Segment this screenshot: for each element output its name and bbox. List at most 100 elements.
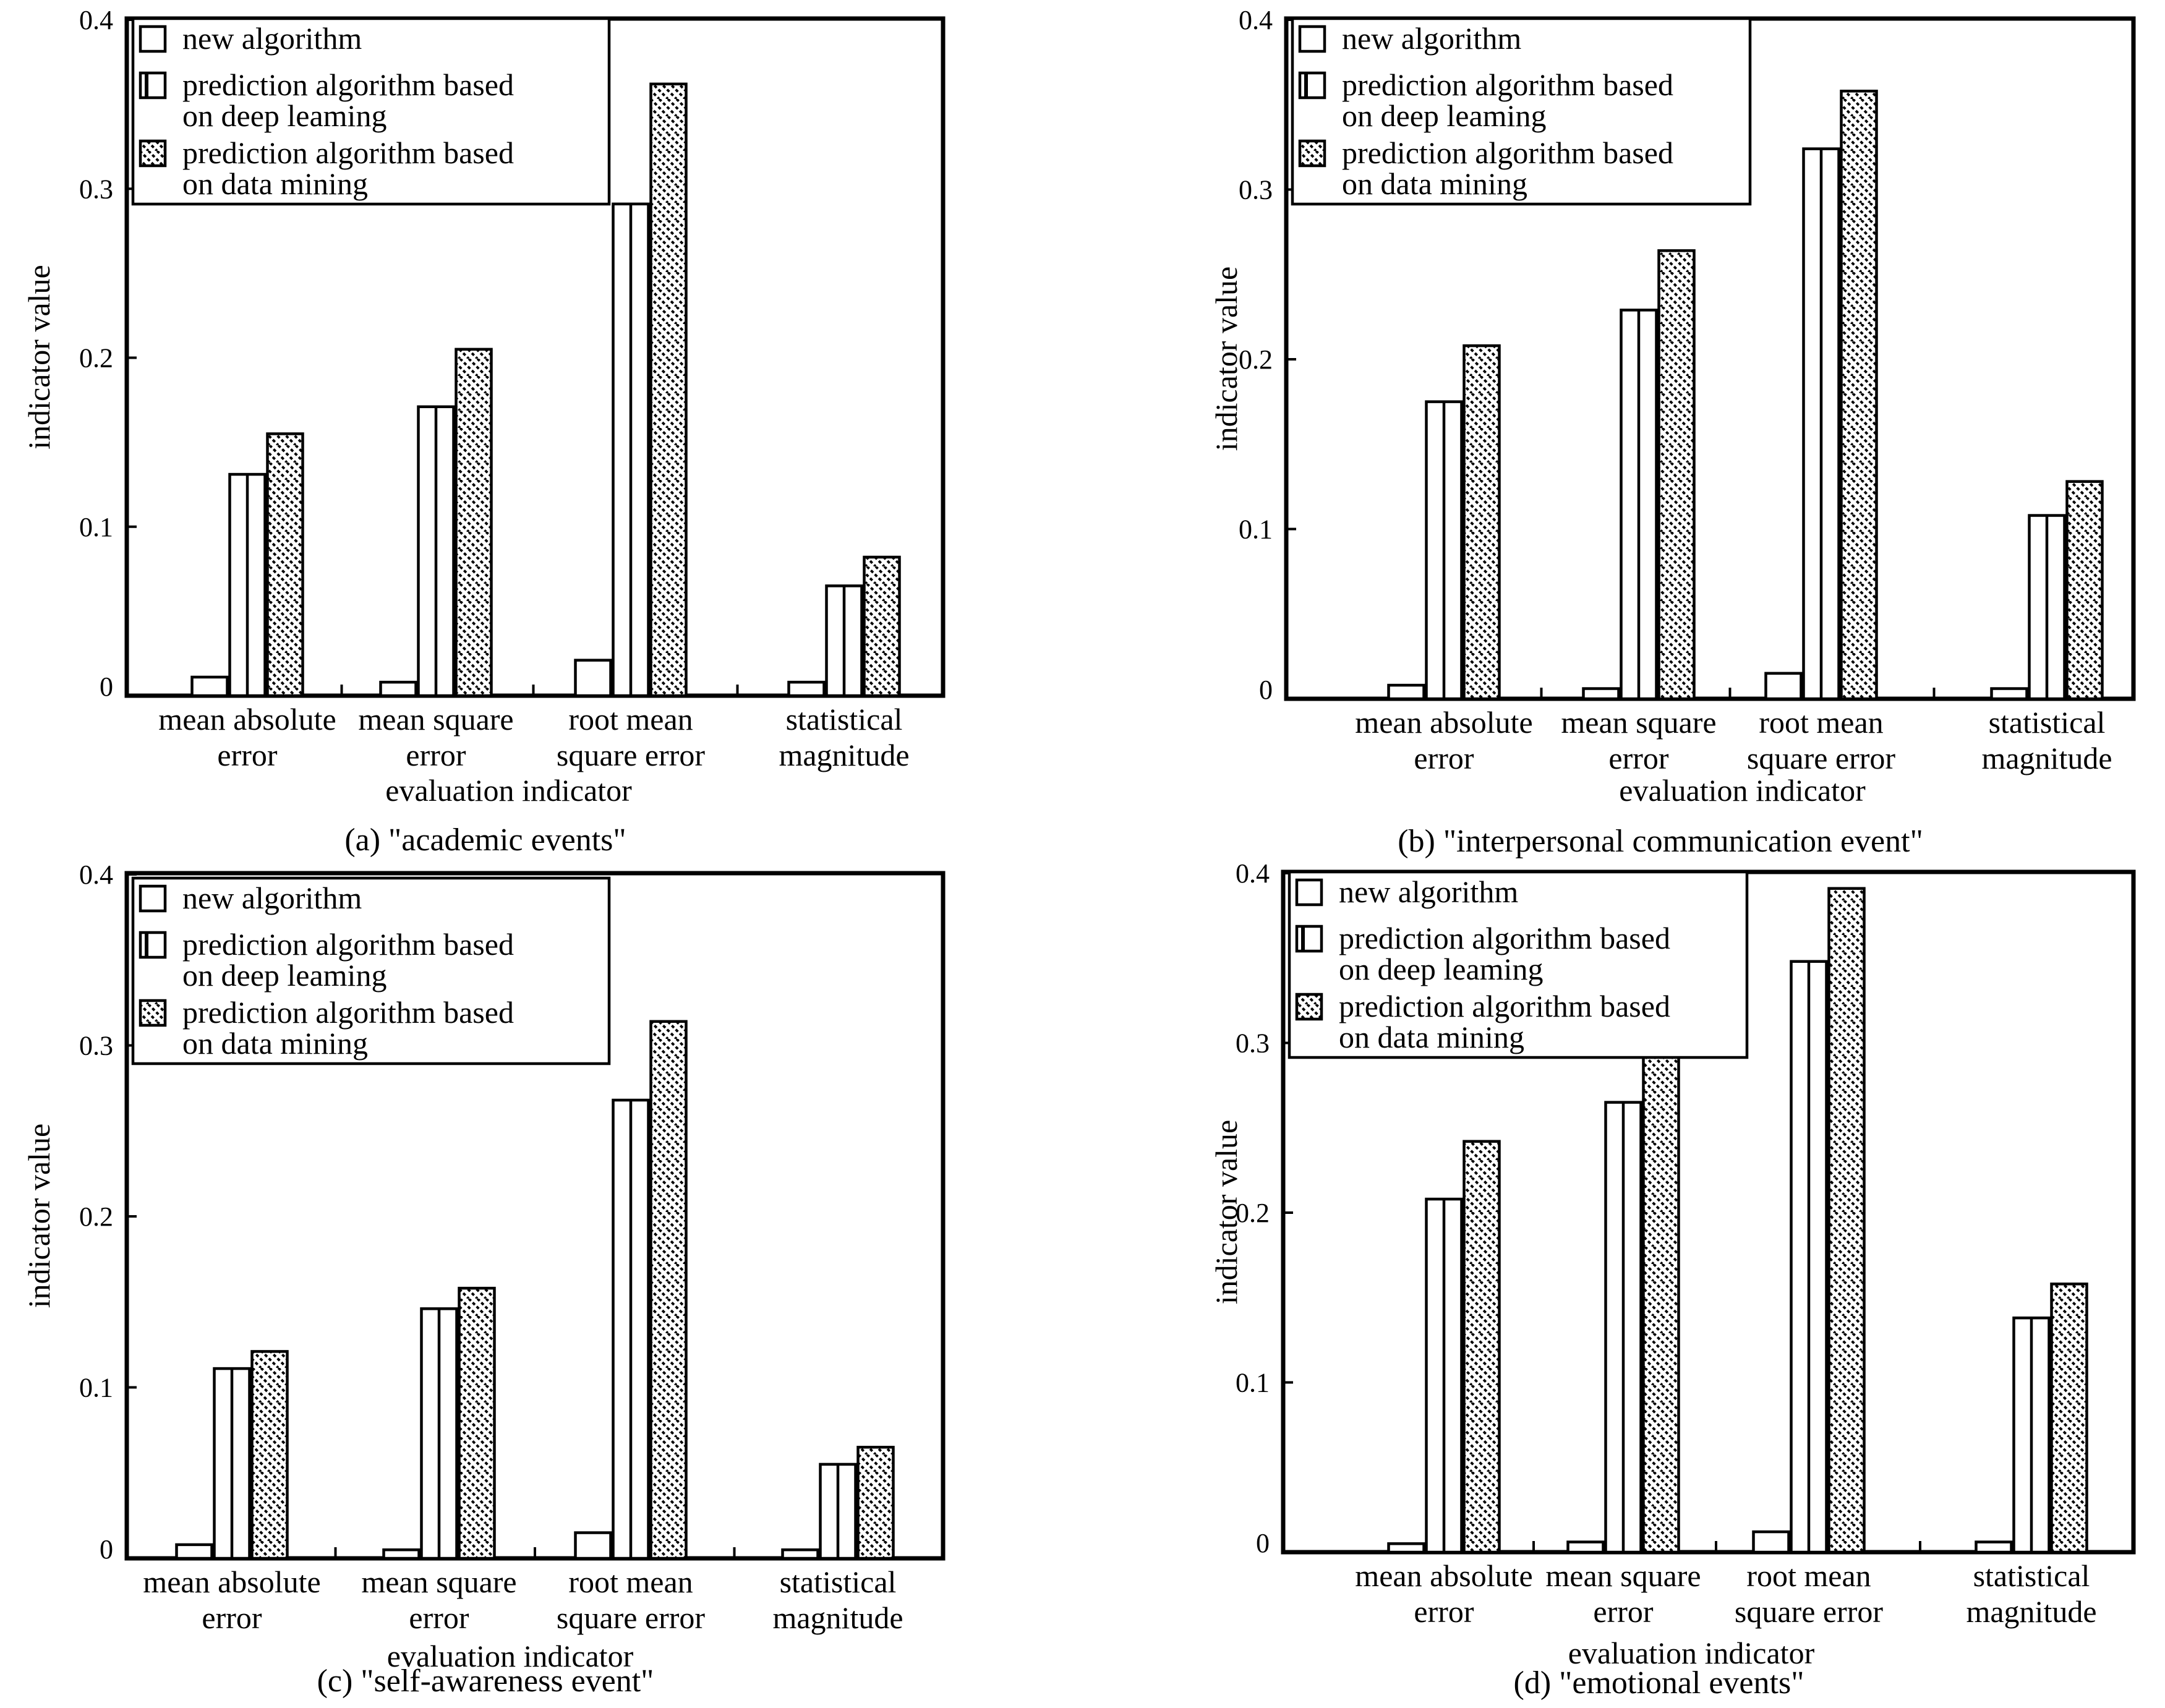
bar-new-1 xyxy=(1566,1540,1605,1554)
bar-mining-3 xyxy=(863,555,901,698)
legend-label: on data mining xyxy=(1342,166,1527,201)
y-tick-label: 0.3 xyxy=(1236,1028,1270,1059)
legend-label: prediction algorithm based xyxy=(1339,921,1670,955)
legend-label: on data mining xyxy=(182,1026,368,1061)
bar-mining-2 xyxy=(649,1020,688,1560)
category-label: magnitude xyxy=(1981,741,2112,775)
bar-new-0 xyxy=(175,1543,213,1560)
bar-mining-0 xyxy=(250,1350,289,1560)
bar-new-1 xyxy=(382,1548,421,1560)
y-axis-title: indicator value xyxy=(22,1124,56,1309)
category-label: magnitude xyxy=(1966,1594,2096,1629)
category-label: square error xyxy=(1747,741,1895,775)
legend-swatch xyxy=(139,25,167,53)
panel-caption: (b) "interpersonal communication event" xyxy=(1398,824,1923,859)
y-tick-label: 0.2 xyxy=(1239,344,1273,375)
bar-new-3 xyxy=(1990,687,2028,701)
category-label: error xyxy=(406,738,466,772)
y-tick-label: 0.4 xyxy=(1236,858,1270,889)
category-label: mean absolute xyxy=(143,1565,320,1599)
y-axis-title: indicator value xyxy=(1209,1120,1244,1305)
x-axis-title: evaluation indicator xyxy=(1568,1636,1815,1670)
y-axis-title: indicator value xyxy=(22,265,56,450)
legend-label: new algorithm xyxy=(1342,21,1521,56)
chart-panel-c: 0 0.1 0.2 0.3 0.4 indicator value mean absolut… xyxy=(22,860,946,1699)
category-label: error xyxy=(217,738,277,772)
legend-swatch xyxy=(139,999,167,1027)
legend-swatch xyxy=(139,139,167,168)
bar-mining-2 xyxy=(1840,90,1878,701)
legend-label: on data mining xyxy=(1339,1020,1524,1054)
legend-label: prediction algorithm based xyxy=(1342,67,1673,102)
bar-new-2 xyxy=(1752,1530,1790,1554)
bar-mining-3 xyxy=(856,1446,895,1560)
legend-swatch xyxy=(1298,25,1326,53)
x-axis-title: evaluation indicator xyxy=(385,773,632,808)
y-tick-label: 0.2 xyxy=(1236,1198,1270,1228)
bar-new-1 xyxy=(379,680,417,698)
panel-caption: (c) "self-awareness event" xyxy=(317,1663,654,1699)
y-tick-label: 0 xyxy=(100,672,113,702)
y-tick-label: 0.1 xyxy=(1236,1368,1270,1398)
y-tick-label: 0.4 xyxy=(79,860,113,890)
category-label: mean square xyxy=(1545,1558,1701,1593)
y-tick-label: 0.4 xyxy=(1239,5,1273,35)
bar-new-2 xyxy=(574,1531,612,1560)
y-tick-label: 0 xyxy=(1259,675,1273,705)
bar-new-2 xyxy=(574,659,612,698)
y-tick-label: 0.2 xyxy=(79,1202,113,1232)
legend-label: on deep leaming xyxy=(1339,952,1543,986)
legend-label: prediction algorithm based xyxy=(182,135,514,170)
category-label: error xyxy=(1593,1594,1653,1629)
category-label: magnitude xyxy=(779,738,909,772)
legend-label: new algorithm xyxy=(182,21,362,56)
legend-label: on deep leaming xyxy=(182,958,386,993)
legend-label: new algorithm xyxy=(1339,874,1518,909)
bar-mining-1 xyxy=(1642,1043,1680,1554)
y-tick-label: 0.3 xyxy=(1239,175,1273,205)
bar-mining-0 xyxy=(1463,344,1501,701)
category-label: statistical xyxy=(1989,705,2106,740)
category-label: error xyxy=(1414,1594,1474,1629)
legend-box xyxy=(131,17,611,206)
bar-mining-0 xyxy=(266,432,304,698)
legend-swatch xyxy=(1295,878,1323,907)
legend-box xyxy=(1291,17,1752,206)
x-axis-title: evaluation indicator xyxy=(1619,773,1866,808)
legend-swatch xyxy=(1298,71,1326,100)
category-label: mean absolute xyxy=(1355,1558,1532,1593)
bar-new-0 xyxy=(190,675,229,698)
category-label: square error xyxy=(557,738,705,772)
y-tick-label: 0.1 xyxy=(79,1373,113,1403)
chart-panel-b: 0 0.1 0.2 0.3 0.4 indicator value mean absolut… xyxy=(1209,5,2136,859)
category-label: error xyxy=(1608,741,1668,775)
category-label: root mean xyxy=(568,1565,693,1599)
category-label: statistical xyxy=(1973,1558,2090,1593)
bar-mining-0 xyxy=(1463,1140,1501,1554)
legend-label: prediction algorithm based xyxy=(1339,989,1670,1023)
legend-swatch xyxy=(139,71,167,100)
bar-new-3 xyxy=(1975,1540,2013,1554)
y-tick-label: 0.2 xyxy=(79,343,113,374)
legend-label: prediction algorithm based xyxy=(1342,135,1673,170)
category-label: error xyxy=(409,1600,469,1635)
category-label: statistical xyxy=(786,702,903,737)
legend-label: on data mining xyxy=(182,166,368,201)
y-tick-label: 0.4 xyxy=(79,5,113,35)
category-label: square error xyxy=(557,1600,705,1635)
bar-mining-2 xyxy=(649,82,688,698)
y-tick-label: 0 xyxy=(1256,1528,1270,1558)
bar-new-3 xyxy=(787,680,826,698)
category-label: mean square xyxy=(358,702,513,737)
legend-swatch xyxy=(139,884,167,913)
legend-label: prediction algorithm based xyxy=(182,995,514,1030)
legend-swatch xyxy=(1295,993,1323,1021)
y-tick-label: 0.1 xyxy=(79,512,113,542)
legend-label: on deep leaming xyxy=(182,98,386,133)
category-label: statistical xyxy=(780,1565,897,1599)
category-label: mean square xyxy=(1561,705,1716,740)
chart-panel-d: 0 0.1 0.2 0.3 0.4 indicator value mean absolut… xyxy=(1209,858,2136,1701)
bar-new-2 xyxy=(1764,672,1803,701)
category-label: mean absolute xyxy=(1355,705,1532,740)
category-label: error xyxy=(202,1600,262,1635)
